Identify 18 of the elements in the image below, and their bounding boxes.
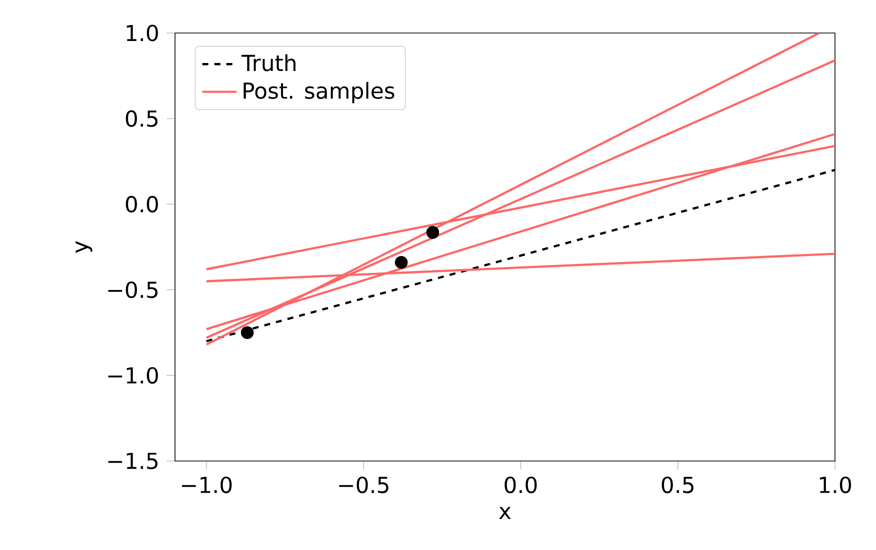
x-tick-label: 0.0 xyxy=(504,476,537,494)
x-tick-label: −0.5 xyxy=(339,476,388,494)
x-tick-label: −1.0 xyxy=(182,476,232,494)
x-tick-label: 0.5 xyxy=(662,476,694,494)
y-tick-label: −0.5 xyxy=(108,281,158,298)
y-tick-label: 0.0 xyxy=(126,196,158,213)
x-tick-label: 1.0 xyxy=(820,476,852,494)
legend-label: Post. samples xyxy=(244,82,394,104)
y-tick-label: −1.5 xyxy=(108,452,158,470)
point xyxy=(394,256,408,269)
x-axis-title: x xyxy=(499,506,511,519)
y-axis-title: y xyxy=(76,241,92,253)
point xyxy=(240,326,254,339)
legend-label: Truth xyxy=(241,54,296,72)
y-tick-label: 0.5 xyxy=(126,110,158,127)
point xyxy=(426,226,440,239)
y-tick-label: −1.0 xyxy=(108,367,158,384)
y-tick-label: 1.0 xyxy=(126,24,158,42)
